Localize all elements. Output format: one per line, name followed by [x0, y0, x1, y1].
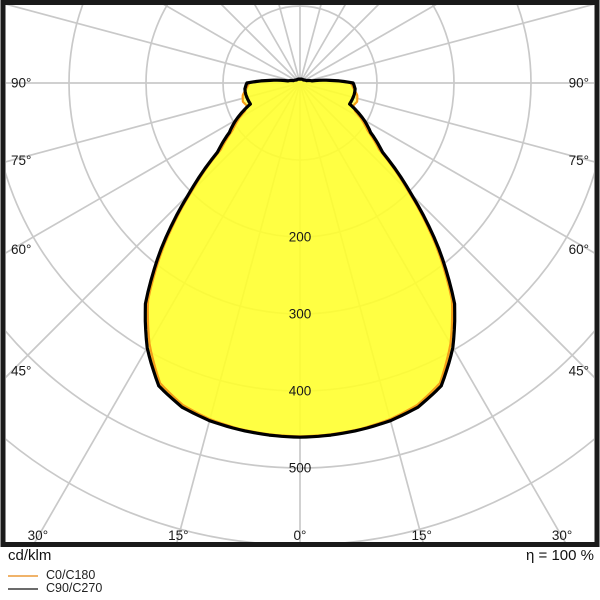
grid-radial-line	[299, 5, 594, 84]
ring-value-label: 500	[289, 461, 312, 476]
intensity-fill-c90	[145, 79, 455, 438]
legend: C0/C180 C90/C270	[8, 569, 102, 595]
efficiency-label: η = 100 %	[526, 547, 594, 564]
angle-label-left: 60°	[11, 242, 31, 257]
angle-label-left: 75°	[11, 153, 31, 168]
legend-label-c90-c270: C90/C270	[46, 581, 103, 595]
curve-c90-c270	[143, 77, 457, 439]
legend-swatch-c90-c270	[8, 587, 38, 590]
angle-label-right: 60°	[569, 242, 589, 257]
angle-label-bottom: 30°	[552, 528, 572, 543]
angle-label-bottom: 15°	[168, 528, 188, 543]
angle-label-right: 75°	[569, 153, 589, 168]
grid-radial-line	[299, 5, 437, 84]
legend-item-c0-c180: C0/C180	[8, 569, 102, 582]
grid-radial-line	[299, 82, 594, 163]
angle-label-left: 45°	[11, 364, 31, 379]
ring-value-label: 400	[289, 384, 312, 399]
grid-radial-line	[163, 5, 301, 84]
unit-label: cd/klm	[8, 547, 52, 564]
grid-radial-line	[6, 5, 301, 84]
legend-swatch-c0-c180	[8, 574, 38, 577]
angle-label-bottom: 0°	[294, 528, 307, 543]
plot-frame	[0, 0, 600, 547]
angle-label-bottom: 30°	[28, 528, 48, 543]
legend-label-c0-c180: C0/C180	[46, 568, 96, 582]
legend-item-c90-c270: C90/C270	[8, 582, 102, 595]
angle-label-right: 90°	[569, 76, 589, 91]
grid-radial-line	[299, 82, 594, 254]
angle-label-left: 90°	[11, 76, 31, 91]
angle-label-right: 45°	[569, 364, 589, 379]
ring-value-label: 300	[289, 307, 312, 322]
grid-radial-line	[6, 82, 301, 163]
angle-label-bottom: 15°	[411, 528, 431, 543]
ring-value-label: 200	[289, 230, 312, 245]
grid-ring	[6, 330, 594, 469]
grid-radial-line	[6, 82, 301, 254]
